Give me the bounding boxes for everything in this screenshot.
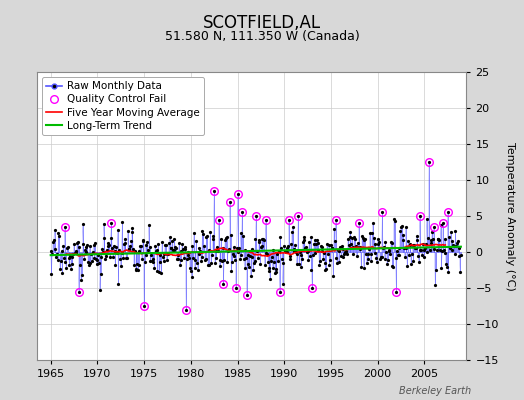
Legend: Raw Monthly Data, Quality Control Fail, Five Year Moving Average, Long-Term Tren: Raw Monthly Data, Quality Control Fail, …	[42, 77, 204, 135]
Text: 51.580 N, 111.350 W (Canada): 51.580 N, 111.350 W (Canada)	[165, 30, 359, 43]
Text: Berkeley Earth: Berkeley Earth	[399, 386, 472, 396]
Y-axis label: Temperature Anomaly (°C): Temperature Anomaly (°C)	[506, 142, 516, 290]
Text: SCOTFIELD,AL: SCOTFIELD,AL	[203, 14, 321, 32]
